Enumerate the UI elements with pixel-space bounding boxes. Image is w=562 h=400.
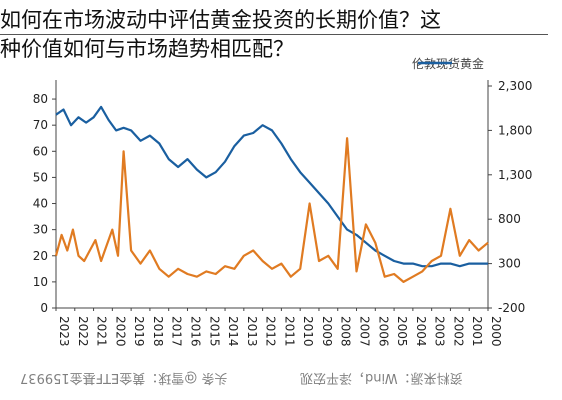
series-layer	[54, 105, 489, 283]
left-tick-label: 20	[33, 249, 48, 263]
x-tick-label: 2011	[282, 316, 296, 347]
x-tick-label: 2022	[76, 316, 90, 347]
article-caption: 如何在市场波动中评估黄金投资的长期价值？这 种价值如何与市场趋势相匹配？	[0, 6, 562, 64]
x-tick-label: 2002	[451, 316, 465, 347]
x-tick-label: 2003	[433, 316, 447, 347]
x-axis-ticks: 2023 2022 2021 2020 2019 2018 2017 2016 2015 2014…	[55, 308, 503, 347]
left-tick-label: 70	[33, 118, 48, 132]
left-tick-label: 10	[33, 275, 48, 289]
right-tick-label: -200	[498, 301, 525, 315]
x-tick-label: 2018	[151, 316, 165, 347]
series-line-0	[55, 105, 488, 268]
watermark: 头条 @雪球：黄金ETF基金159937	[20, 370, 228, 385]
chart-frame	[55, 80, 489, 309]
caption-line-2: 种价值如何与市场趋势相匹配？	[0, 37, 294, 61]
x-tick-label: 2005	[395, 316, 409, 347]
left-tick-label: 80	[33, 92, 48, 106]
x-tick-label: 2001	[470, 316, 484, 347]
x-tick-label: 2004	[414, 316, 428, 347]
series-line-1	[54, 137, 489, 283]
left-axis-ticks: 0 10 20 30 40 50 60 70 80	[33, 92, 56, 315]
right-tick-label: 1,800	[498, 123, 532, 137]
x-tick-label: 2023	[57, 316, 71, 347]
x-tick-label: 2007	[358, 316, 372, 347]
right-tick-label: 1,300	[498, 168, 532, 182]
x-tick-label: 2009	[320, 316, 334, 347]
legend: 伦敦现货黄金	[412, 56, 484, 71]
x-tick-label: 2019	[132, 316, 146, 347]
right-axis-ticks: -200 300 800 1,300 1,800 2,300	[488, 79, 532, 315]
source-note: 资料来源：Wind，泽平宏观	[300, 370, 463, 385]
x-tick-label: 2021	[95, 316, 109, 347]
right-tick-label: 2,300	[498, 79, 532, 93]
caption-divider	[0, 34, 548, 35]
x-tick-label: 2020	[113, 316, 127, 347]
right-tick-label: 800	[498, 212, 521, 226]
x-tick-label: 2016	[188, 316, 202, 347]
x-tick-label: 2014	[226, 316, 240, 347]
x-tick-label: 2013	[245, 316, 259, 347]
right-tick-label: 300	[498, 257, 521, 271]
left-tick-label: 40	[33, 197, 48, 211]
x-tick-label: 2006	[376, 316, 390, 347]
x-tick-label: 2012	[264, 316, 278, 347]
x-tick-label: 2000	[489, 316, 503, 347]
x-tick-label: 2015	[207, 316, 221, 347]
left-tick-label: 30	[33, 223, 48, 237]
x-tick-label: 2017	[170, 316, 184, 347]
x-tick-label: 2008	[339, 316, 353, 347]
x-tick-label: 2010	[301, 316, 315, 347]
left-tick-label: 50	[33, 170, 48, 184]
caption-line-1: 如何在市场波动中评估黄金投资的长期价值？这	[0, 8, 441, 32]
left-tick-label: 0	[40, 301, 48, 315]
left-tick-label: 60	[33, 144, 48, 158]
